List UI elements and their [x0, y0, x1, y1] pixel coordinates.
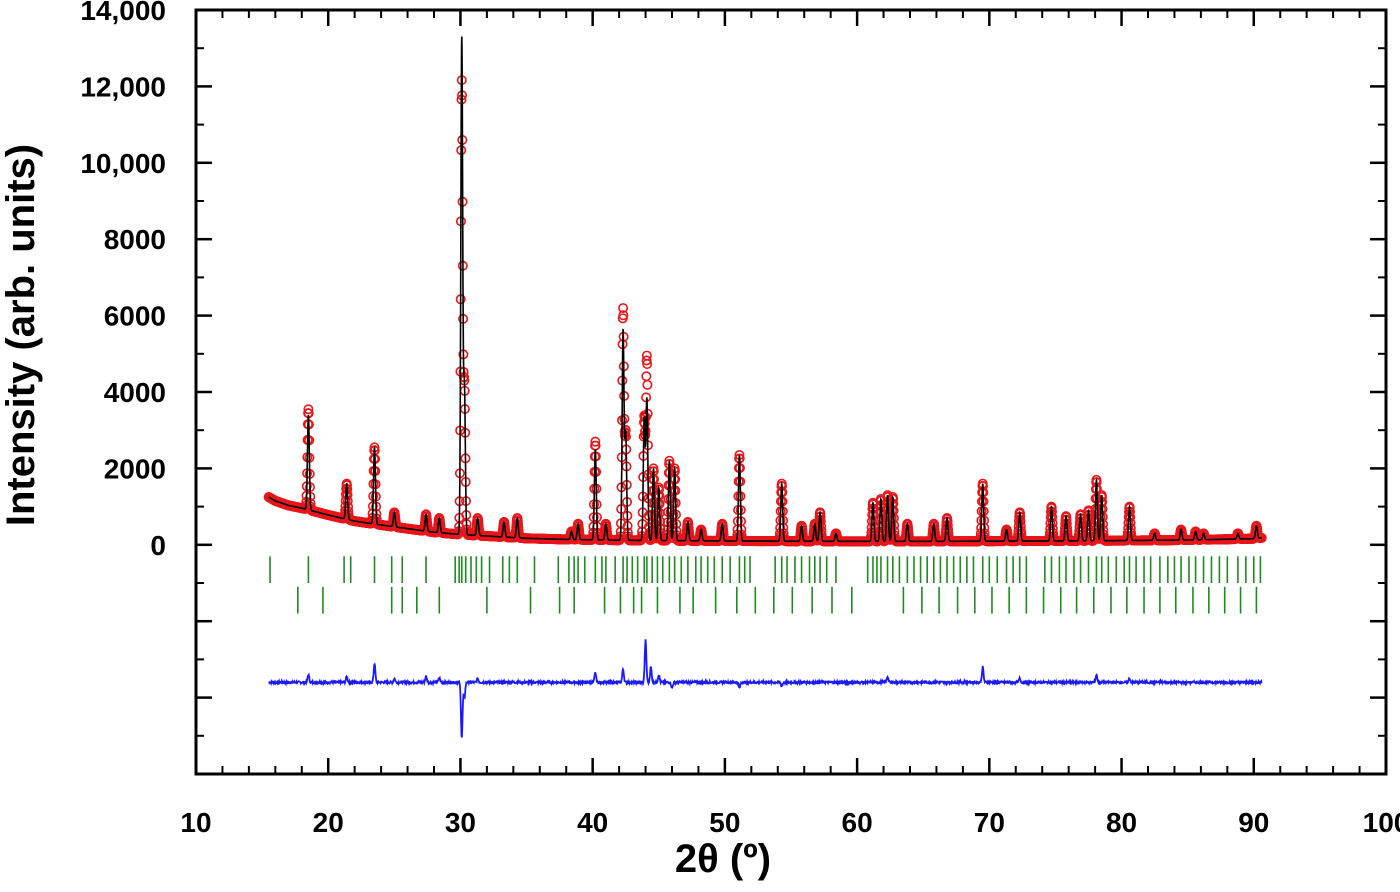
- calculated-line: [268, 36, 1262, 543]
- y-tick-label: 10,000: [80, 148, 166, 179]
- y-tick-label: 8000: [104, 224, 166, 255]
- x-tick-label: 100: [1363, 807, 1400, 838]
- x-tick-label: 30: [445, 807, 476, 838]
- y-tick-label: 0: [150, 530, 166, 561]
- x-tick-labels: 10 20 30 40 50 60 70 80 90 100: [180, 807, 1400, 838]
- observed-data-points: [263, 75, 1267, 547]
- y-tick-label: 12,000: [80, 71, 166, 102]
- x-tick-label: 50: [709, 807, 740, 838]
- y-tick-label: 6000: [104, 301, 166, 332]
- calculated-curve: [268, 36, 1262, 543]
- observed-point: [642, 379, 653, 390]
- plot-frame: [194, 8, 1388, 776]
- y-axis-title: Intensity (arb. units): [0, 144, 43, 526]
- bragg-reflection-markers: [269, 556, 1262, 614]
- observed-point: [641, 371, 652, 382]
- x-tick-label: 60: [842, 807, 873, 838]
- x-axis-title: 2θ (º): [675, 837, 771, 881]
- difference-curve: [268, 639, 1263, 738]
- axis-ticks: [194, 8, 1388, 774]
- observed-point: [303, 404, 314, 415]
- x-tick-label: 70: [974, 807, 1005, 838]
- y-tick-label: 2000: [104, 453, 166, 484]
- y-tick-label: 4000: [104, 377, 166, 408]
- y-tick-labels: 0 2000 4000 6000 8000 10,000 12,000 14,000: [80, 0, 166, 561]
- x-tick-label: 80: [1106, 807, 1137, 838]
- x-tick-label: 20: [313, 807, 344, 838]
- difference-line: [268, 639, 1263, 738]
- x-tick-label: 10: [180, 807, 211, 838]
- x-tick-label: 90: [1238, 807, 1269, 838]
- y-tick-label: 14,000: [80, 0, 166, 26]
- x-tick-label: 40: [577, 807, 608, 838]
